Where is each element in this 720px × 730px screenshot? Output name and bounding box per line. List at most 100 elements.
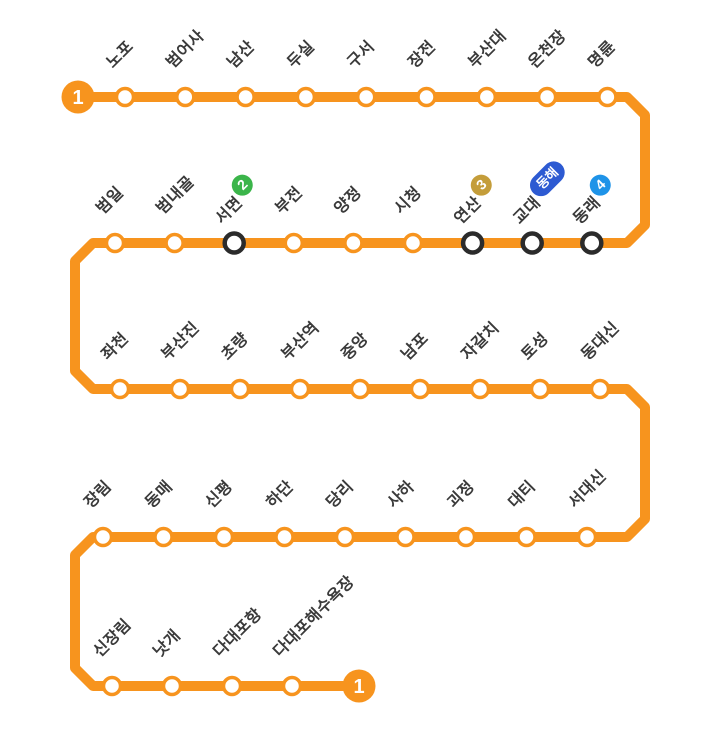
transfer-station-marker[interactable] [580,231,604,255]
station-marker[interactable] [221,675,243,697]
station-marker[interactable] [597,86,618,108]
station-name: 연산 [451,194,485,228]
station-name: 온천장 [525,27,570,72]
station-label[interactable]: 양정 [331,183,367,219]
station-label[interactable]: 장림 [81,477,117,513]
station-name: 다대포항 [210,605,266,661]
transfer-station-marker[interactable] [222,231,246,255]
station-label[interactable]: 다대포항 [210,605,267,662]
station-label[interactable]: 동매 [141,477,177,513]
station-marker[interactable] [355,86,377,108]
station-label[interactable]: 토성 [518,329,554,365]
station-marker[interactable] [92,526,114,548]
station-label[interactable]: 대티 [504,477,540,513]
station-name: 중앙 [338,330,373,364]
station-label[interactable]: 부산대 [465,27,511,73]
station-label[interactable]: 괴정 [444,477,480,513]
station-marker[interactable] [274,526,295,548]
station-marker[interactable] [476,86,498,108]
station-name: 노포 [103,38,138,72]
line-1-terminal-badge: 1 [61,80,95,114]
station-label[interactable]: 남포 [398,329,434,365]
station-label[interactable]: 하단 [262,477,298,513]
station-label[interactable]: 두실 [284,37,320,73]
station-name: 두실 [284,38,319,72]
station-marker[interactable] [281,675,303,697]
station-marker[interactable] [295,86,317,108]
station-marker[interactable] [402,232,424,254]
station-label[interactable]: 서면2 [205,169,264,229]
station-marker[interactable] [289,378,311,400]
station-marker[interactable] [416,86,437,108]
station-name: 초량 [218,330,253,364]
station-label[interactable]: 범일 [93,183,129,219]
station-name: 부산역 [278,319,323,364]
station-marker[interactable] [283,232,305,254]
station-label[interactable]: 온천장 [525,27,571,73]
station-label[interactable]: 좌천 [98,329,134,365]
station-marker[interactable] [343,232,364,254]
station-name: 동매 [142,478,176,512]
station-marker[interactable] [576,526,598,548]
station-label[interactable]: 부전 [272,183,308,219]
station-marker[interactable] [213,526,235,548]
station-label[interactable]: 시청 [391,183,427,219]
station-marker[interactable] [469,378,491,400]
station-label[interactable]: 교대동해 [503,156,575,229]
station-marker[interactable] [114,86,136,108]
station-marker[interactable] [455,526,477,548]
station-label[interactable]: 구서 [344,37,380,73]
station-marker[interactable] [229,378,251,400]
station-marker[interactable] [529,378,551,400]
station-name: 부전 [272,184,306,218]
station-marker[interactable] [589,378,611,400]
station-marker[interactable] [349,378,371,400]
station-name: 부산진 [158,319,203,364]
station-marker[interactable] [516,526,537,548]
station-name: 명륜 [585,38,620,72]
station-name: 남포 [398,330,433,364]
station-marker[interactable] [334,526,356,548]
transfer-station-marker[interactable] [460,231,485,255]
station-name: 서대신 [565,467,610,512]
station-label[interactable]: 신장림 [90,616,136,662]
station-marker[interactable] [161,675,183,697]
station-marker[interactable] [169,378,191,400]
station-label[interactable]: 사하 [383,477,419,513]
station-marker[interactable] [235,86,256,108]
station-label[interactable]: 범내골 [152,173,198,219]
station-label[interactable]: 낫개 [150,626,186,662]
station-label[interactable]: 동대신 [578,319,624,365]
station-label[interactable]: 자갈치 [458,319,504,365]
station-label[interactable]: 부산역 [278,319,324,365]
station-label[interactable]: 명륜 [585,37,621,73]
station-name: 사하 [384,478,418,512]
station-marker[interactable] [395,526,416,548]
station-label[interactable]: 노포 [103,37,139,73]
station-name: 자갈치 [458,319,503,364]
station-marker[interactable] [164,232,185,254]
station-label[interactable]: 부산진 [158,319,204,365]
transfer-station-marker[interactable] [520,231,544,255]
station-label[interactable]: 서대신 [565,467,611,513]
station-marker[interactable] [175,86,196,108]
station-marker[interactable] [109,378,131,400]
station-marker[interactable] [153,526,174,548]
station-name: 장전 [405,38,439,72]
station-label[interactable]: 초량 [218,329,254,365]
station-label[interactable]: 장전 [404,37,440,73]
station-marker[interactable] [536,86,558,108]
station-label[interactable]: 남산 [223,37,259,73]
station-marker[interactable] [101,675,123,697]
station-marker[interactable] [104,232,126,254]
station-label[interactable]: 연산3 [443,169,502,229]
station-marker[interactable] [409,378,431,400]
station-label[interactable]: 다대포해수욕장 [270,573,359,662]
station-label[interactable]: 당리 [323,477,359,513]
station-label[interactable]: 신평 [202,477,238,513]
station-name: 신장림 [90,616,135,661]
line-1-number-disc-icon [61,80,95,114]
station-label[interactable]: 중앙 [338,329,374,365]
station-label[interactable]: 범어사 [163,27,209,73]
